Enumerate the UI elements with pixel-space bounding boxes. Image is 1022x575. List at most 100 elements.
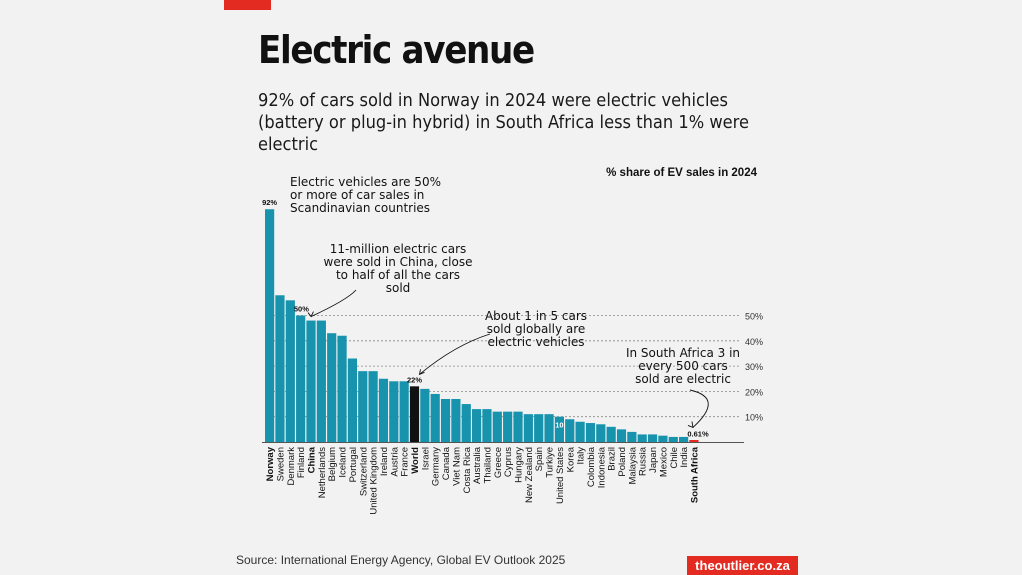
annotation-china: were sold in China, close — [324, 255, 473, 269]
x-tick-label: Turkiye — [545, 447, 556, 478]
x-tick-label: Belgium — [327, 447, 338, 481]
bar — [689, 440, 699, 442]
x-tick-label: India — [679, 446, 690, 467]
bar — [492, 411, 502, 442]
bar — [306, 320, 316, 442]
x-tick-label: Canada — [441, 446, 452, 480]
y-tick-label: 20% — [745, 387, 763, 397]
x-tick-label: Russia — [638, 446, 649, 476]
bar — [534, 414, 544, 442]
x-tick-label: Norway — [265, 446, 276, 481]
x-tick-label: Sweden — [275, 447, 286, 481]
bar — [440, 398, 451, 442]
data-label: 22% — [407, 375, 422, 384]
annotation-china: sold — [386, 281, 411, 295]
data-label: 92% — [262, 198, 277, 207]
x-tick-label: Austria — [389, 446, 400, 476]
china-arrowhead — [307, 311, 314, 318]
x-tick-label: Switzerland — [358, 447, 369, 496]
china-arrow — [310, 289, 357, 317]
source-note: Source: International Energy Agency, Glo… — [236, 553, 566, 567]
y-tick-label: 40% — [745, 337, 763, 347]
x-tick-label: Mexico — [658, 447, 669, 477]
annotation-scandinavia: Scandinavian countries — [290, 201, 430, 215]
x-tick-label: Cyprus — [503, 447, 514, 477]
x-tick-label: Chile — [669, 447, 680, 469]
south-africa-arrowhead — [687, 421, 694, 429]
bar — [544, 414, 554, 442]
bar — [389, 381, 399, 442]
x-tick-label: Netherlands — [317, 447, 328, 498]
bar — [430, 393, 440, 442]
bar — [275, 295, 285, 442]
bar — [637, 434, 647, 442]
y-tick-label: 50% — [745, 312, 763, 322]
x-tick-label: Israel — [420, 447, 431, 470]
x-tick-label: Finland — [296, 447, 307, 478]
x-tick-label: South Africa — [689, 446, 700, 503]
annotation-scandinavia: Electric vehicles are 50% — [290, 175, 441, 189]
x-tick-label: Portugal — [348, 447, 359, 482]
bar — [472, 409, 482, 442]
bar — [296, 315, 306, 442]
data-label: 50% — [294, 305, 309, 314]
bar — [503, 411, 513, 442]
bar — [347, 358, 357, 442]
x-tick-label: Hungary — [514, 447, 525, 483]
x-tick-label: Japan — [648, 447, 659, 473]
bar — [265, 209, 275, 442]
bar — [679, 436, 689, 442]
page-title: Electric avenue — [258, 28, 535, 72]
bar — [565, 419, 575, 442]
annotation-world: electric vehicles — [487, 335, 584, 349]
x-tick-label: Viet Nam — [451, 447, 462, 486]
x-tick-label: World — [410, 447, 421, 474]
bar — [316, 320, 326, 442]
brand-link[interactable]: theoutlier.co.za — [687, 556, 798, 575]
x-tick-label: Indonesia — [596, 446, 607, 488]
x-tick-label: Poland — [617, 447, 628, 477]
bar — [399, 381, 409, 442]
x-tick-label: Italy — [576, 447, 587, 465]
bar — [523, 414, 533, 442]
bar — [420, 388, 430, 442]
annotation-world: About 1 in 5 cars — [485, 309, 587, 323]
x-tick-label: Thailand — [482, 447, 493, 483]
x-tick-label: United Kingdom — [369, 447, 380, 515]
bar — [606, 426, 616, 442]
world-arrow — [419, 333, 491, 375]
bar — [409, 386, 420, 442]
world-arrowhead — [418, 369, 425, 376]
x-tick-label: Germany — [431, 447, 442, 486]
annotation-scandinavia: or more of car sales in — [290, 188, 424, 202]
x-tick-label: Korea — [565, 446, 576, 472]
annotation-china: 11-million electric cars — [330, 242, 467, 256]
x-tick-label: Brazil — [607, 447, 618, 471]
data-label: 0.61% — [687, 429, 709, 438]
bar — [575, 421, 585, 442]
bar — [482, 409, 492, 442]
x-tick-label: Denmark — [286, 447, 297, 486]
bar — [451, 398, 461, 442]
x-tick-label: Greece — [493, 447, 504, 478]
x-tick-label: Spain — [534, 447, 545, 471]
bar — [378, 378, 389, 442]
annotation-south_africa: In South Africa 3 in — [626, 346, 740, 360]
y-axis-label: % share of EV sales in 2024 — [606, 167, 757, 179]
x-tick-label: Malaysia — [627, 446, 638, 484]
x-tick-label: Iceland — [338, 447, 349, 478]
page-subtitle: 92% of cars sold in Norway in 2024 were … — [258, 91, 750, 155]
x-tick-label: New Zealand — [524, 447, 535, 503]
bar — [668, 436, 678, 442]
bar — [513, 411, 523, 442]
bar — [627, 431, 637, 442]
bar — [616, 429, 627, 442]
y-tick-label: 30% — [745, 362, 763, 372]
annotation-world: sold globally are — [487, 322, 586, 336]
x-tick-label: Ireland — [379, 447, 390, 476]
y-tick-label: 10% — [745, 413, 763, 423]
south-africa-arrow — [689, 389, 709, 428]
x-tick-label: Colombia — [586, 446, 597, 487]
bar — [358, 371, 368, 442]
